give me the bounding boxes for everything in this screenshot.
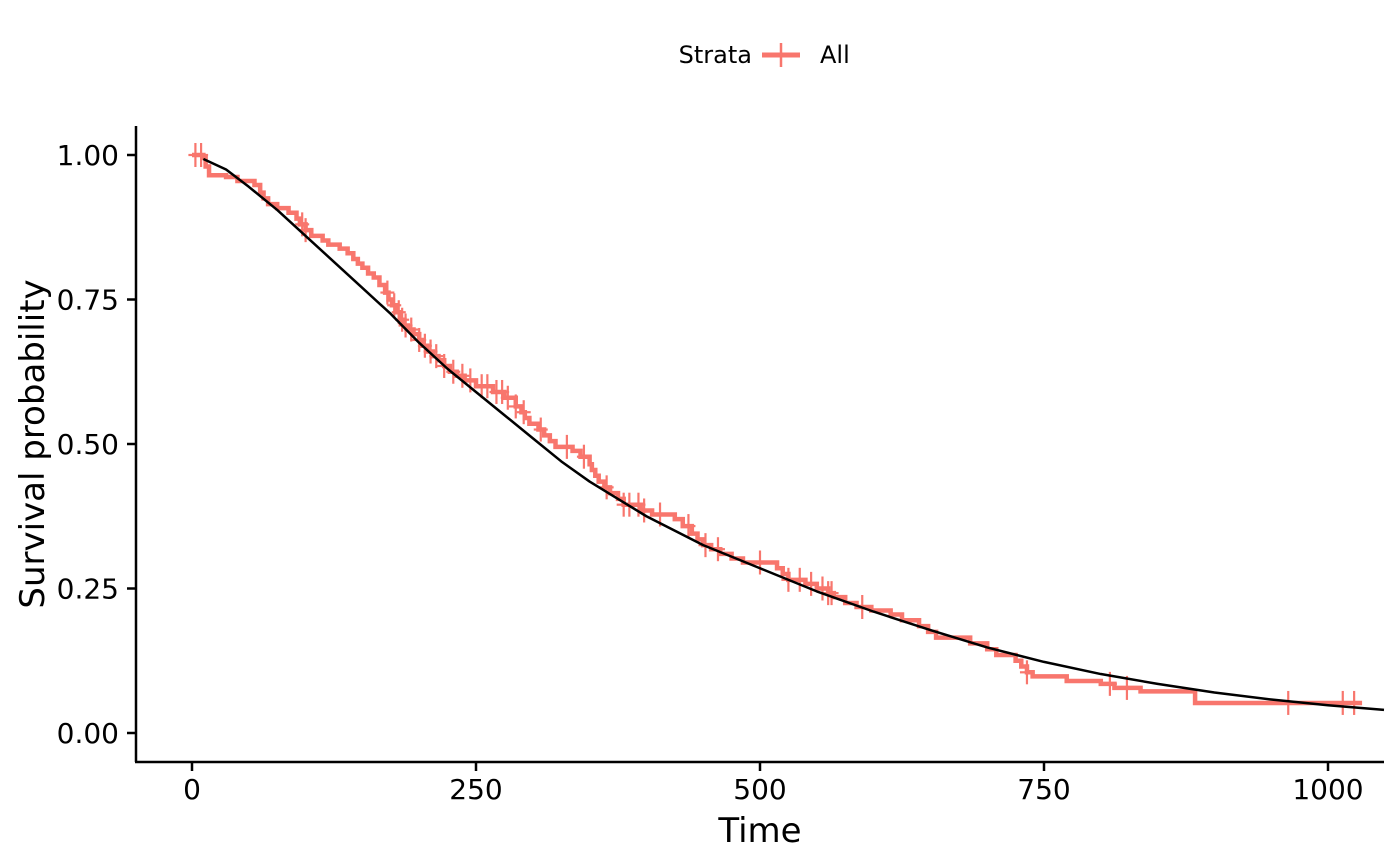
y-ticks: 0.00 0.25 0.50 0.75 1.00	[57, 139, 136, 750]
y-tick-label: 0.50	[57, 428, 119, 461]
y-tick-label: 0.25	[57, 573, 119, 606]
x-tick-label: 0	[183, 773, 201, 806]
x-ticks: 0 250 500 750 1000	[183, 762, 1364, 806]
y-axis-title: Survival probability	[13, 279, 53, 608]
y-tick-label: 0.00	[57, 717, 119, 750]
x-tick-label: 250	[449, 773, 502, 806]
y-tick-label: 0.75	[57, 284, 119, 317]
legend: Strata All	[679, 41, 850, 69]
plot-area	[188, 143, 1385, 715]
km-step-line-all	[192, 152, 1363, 706]
x-tick-label: 1000	[1292, 773, 1363, 806]
x-tick-label: 750	[1017, 773, 1070, 806]
legend-title: Strata	[679, 41, 752, 69]
x-tick-label: 500	[733, 773, 786, 806]
fitted-curve	[202, 157, 1385, 712]
y-tick-label: 1.00	[57, 139, 119, 172]
legend-label-all: All	[820, 41, 850, 69]
x-axis-title: Time	[717, 811, 801, 851]
